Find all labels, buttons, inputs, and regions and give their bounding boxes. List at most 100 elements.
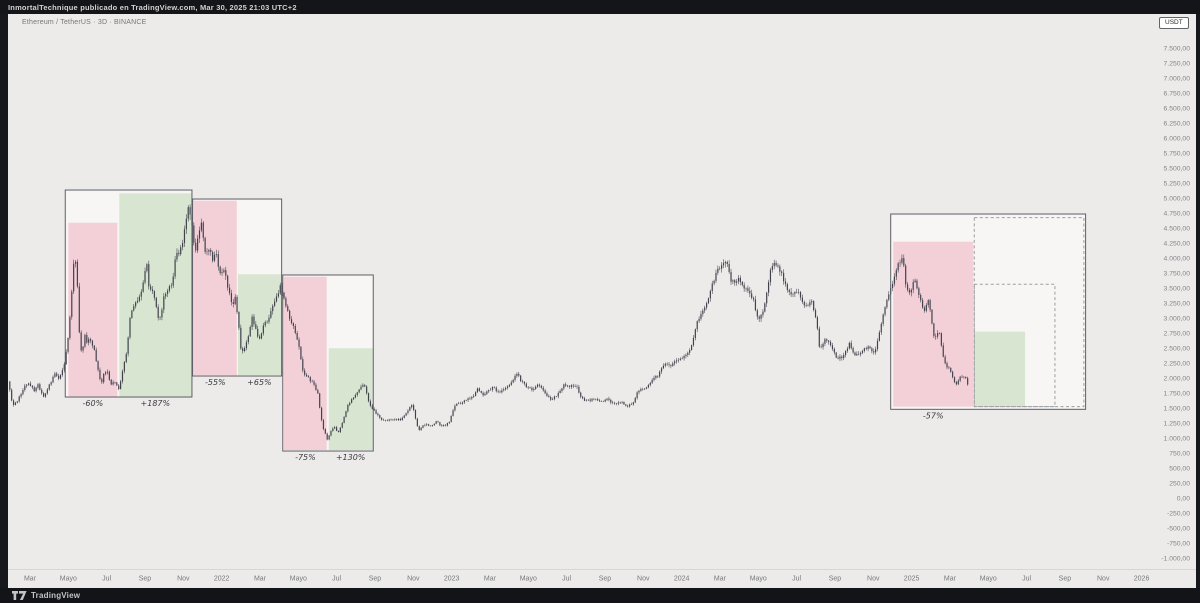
annotation-label: -75% [295, 453, 316, 462]
price-axis-label: 7.250,00 [1164, 60, 1191, 67]
price-axis-label: 6.750,00 [1164, 90, 1191, 97]
time-axis-label: Sep [369, 576, 382, 583]
price-axis-label: 3.500,00 [1164, 285, 1191, 292]
drawdown-box-cycle-2022a[interactable] [194, 200, 237, 376]
recovery-box-cycle-2022a[interactable] [237, 274, 282, 376]
time-axis-label: Mar [944, 576, 957, 583]
attribution-bar: InmortalTechnique publicado en TradingVi… [0, 0, 1200, 14]
time-axis-label: Sep [139, 576, 152, 583]
time-axis-label: Mar [254, 576, 267, 583]
time-axis-label: 2024 [674, 576, 690, 583]
time-axis-label: Mayo [520, 576, 537, 583]
price-axis-label: -750,00 [1167, 540, 1190, 547]
price-axis-label: 5.750,00 [1164, 150, 1191, 157]
time-axis-label: Mar [24, 576, 37, 583]
price-axis-label: 7.000,00 [1164, 75, 1191, 82]
price-axis-label: 4.500,00 [1164, 225, 1191, 232]
time-axis-label: Mayo [980, 576, 997, 583]
time-axis-label: 2026 [1134, 576, 1150, 583]
time-axis-label: Mayo [60, 576, 77, 583]
plot-area[interactable] [9, 190, 1086, 452]
price-axis-label: 6.000,00 [1164, 135, 1191, 142]
tradingview-logo[interactable]: TradingView [12, 591, 80, 600]
price-axis-label: 250,00 [1169, 480, 1190, 487]
time-axis-label: Mar [714, 576, 727, 583]
time-axis-label: Jul [562, 576, 571, 583]
price-axis-label: 2.000,00 [1164, 375, 1191, 382]
annotation-outline-cycle-2025-projection[interactable] [890, 213, 1087, 410]
price-axis-label: -250,00 [1167, 510, 1190, 517]
time-axis[interactable]: Mar Mayo Jul Sep Nov 2022 Mar Mayo Jul Sep Nov 2023… [24, 576, 1149, 583]
annotation-label: -60% [83, 399, 104, 408]
annotation-label: +187% [141, 399, 171, 408]
annotation-label: -55% [205, 378, 226, 387]
time-axis-label: 2025 [904, 576, 920, 583]
projection-box-cycle-2025-projection-2[interactable] [973, 283, 1056, 408]
time-axis-label: Jul [792, 576, 801, 583]
attribution-text: InmortalTechnique publicado en TradingVi… [8, 2, 297, 12]
price-axis-label: 3.750,00 [1164, 270, 1191, 277]
annotation-label: +65% [247, 378, 271, 387]
time-axis-label: Nov [407, 576, 420, 583]
annotation-outline-cycle-2022b[interactable] [282, 274, 374, 452]
price-axis-label: 1.000,00 [1164, 435, 1191, 442]
drawdown-box-cycle-2022b[interactable] [283, 276, 327, 450]
price-axis-label: 3.250,00 [1164, 300, 1191, 307]
time-axis-label: Jul [332, 576, 341, 583]
price-axis-label: 4.000,00 [1164, 255, 1191, 262]
price-axis-label: 2.500,00 [1164, 345, 1191, 352]
price-axis-label: 5.500,00 [1164, 165, 1191, 172]
symbol-legend[interactable]: Ethereum / TetherUS · 3D · BINANCE [22, 19, 147, 26]
price-axis-label: 7.500,00 [1164, 45, 1191, 52]
time-axis-label: Nov [637, 576, 650, 583]
time-axis-label: 2023 [444, 576, 460, 583]
tradingview-logo-text: TradingView [31, 591, 81, 600]
price-axis-label: 500,00 [1169, 465, 1190, 472]
time-axis-label: Sep [829, 576, 842, 583]
axes: 7.500,00 7.250,00 7.000,00 6.750,00 6.500,00… [8, 45, 1196, 583]
recovery-box-cycle-2022b[interactable] [328, 348, 373, 450]
time-axis-label: Mayo [290, 576, 307, 583]
price-axis-label: 2.750,00 [1164, 330, 1191, 337]
candlestick-series [9, 204, 969, 441]
price-axis-label: 1.250,00 [1164, 420, 1191, 427]
price-axis-label: 6.500,00 [1164, 105, 1191, 112]
recovery-box-cycle-2021[interactable] [119, 193, 192, 397]
price-axis[interactable]: 7.500,00 7.250,00 7.000,00 6.750,00 6.500,00… [1161, 45, 1190, 562]
time-axis-label: Mar [484, 576, 497, 583]
price-axis-label: 750,00 [1169, 450, 1190, 457]
annotation-outline-cycle-2022a[interactable] [192, 198, 283, 377]
price-axis-label: 1.500,00 [1164, 405, 1191, 412]
tradingview-logo-icon [12, 591, 27, 600]
annotation-outline-cycle-2021[interactable] [64, 189, 193, 398]
price-axis-label: 3.000,00 [1164, 315, 1191, 322]
price-axis-label: -500,00 [1167, 525, 1190, 532]
price-axis-label: 5.000,00 [1164, 195, 1191, 202]
price-axis-label: 5.250,00 [1164, 180, 1191, 187]
price-axis-label: 4.750,00 [1164, 210, 1191, 217]
time-axis-label: 2022 [214, 576, 230, 583]
price-axis-label: 2.250,00 [1164, 360, 1191, 367]
annotation-label: +130% [336, 453, 366, 462]
time-axis-label: Nov [177, 576, 190, 583]
price-axis-label: 1.750,00 [1164, 390, 1191, 397]
price-axis-label: 4.250,00 [1164, 240, 1191, 247]
drawdown-box-cycle-2021[interactable] [68, 222, 118, 397]
price-axis-label: 6.250,00 [1164, 120, 1191, 127]
time-axis-label: Jul [102, 576, 111, 583]
price-axis-label: 0,00 [1177, 495, 1190, 502]
currency-badge[interactable]: USDT [1159, 17, 1189, 29]
time-axis-label: Nov [1097, 576, 1110, 583]
time-axis-label: Sep [599, 576, 612, 583]
projection-box-cycle-2025-projection-1[interactable] [973, 217, 1085, 408]
time-axis-label: Nov [867, 576, 880, 583]
annotation-outlines: -60% +187% -55% +65% -75% +130% -57% [64, 189, 1087, 462]
annotation-label: -57% [923, 411, 944, 420]
price-axis-label: -1.000,00 [1161, 555, 1190, 562]
time-axis-label: Jul [1022, 576, 1031, 583]
recovery-box-cycle-2025-projection[interactable] [974, 331, 1026, 407]
time-axis-label: Mayo [750, 576, 767, 583]
time-axis-label: Sep [1059, 576, 1072, 583]
